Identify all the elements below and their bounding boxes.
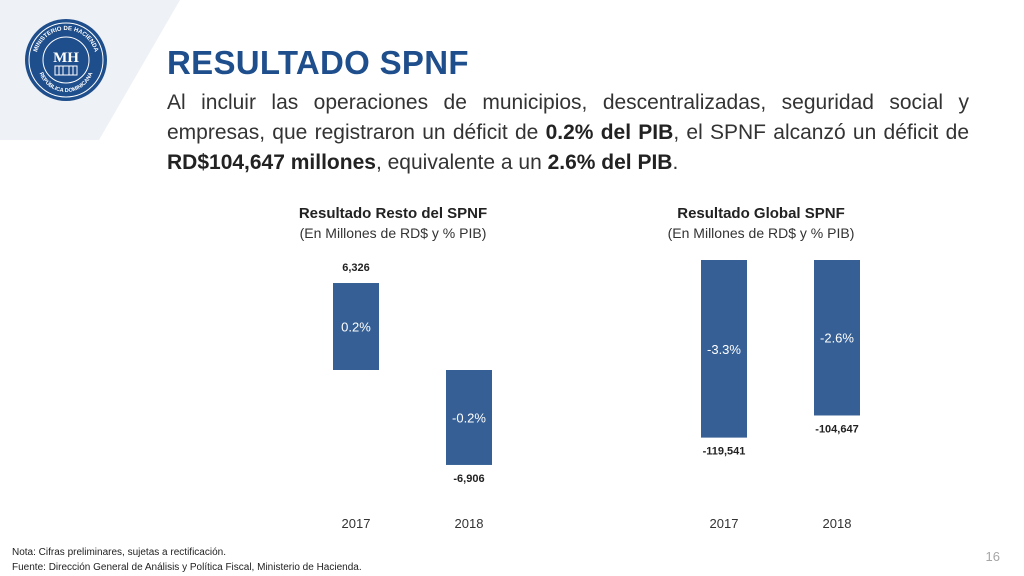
chart-resto-spnf-svg: Resultado Resto del SPNF (En Millones de …: [299, 205, 492, 531]
page-title: RESULTADO SPNF: [167, 44, 469, 81]
footnote-note: Nota: Cifras preliminares, sujetas a rec…: [12, 547, 226, 558]
chart-resto-title: Resultado Resto del SPNF: [299, 205, 487, 222]
bar-label-global-2017: -3.3%: [707, 342, 741, 357]
intro-highlight-deficit-amount: RD$104,647 millones: [167, 151, 376, 174]
logo-monogram: MH: [53, 50, 79, 66]
bar-label-global-2018: -2.6%: [820, 331, 854, 346]
chart-global-subtitle: (En Millones de RD$ y % PIB): [668, 225, 855, 241]
intro-text: , el SPNF alcanzó un déficit de: [673, 121, 969, 144]
intro-text: Al incluir las operaciones de municipios…: [167, 91, 969, 144]
chart-global-spnf-svg: Resultado Global SPNF (En Millones de RD$…: [668, 205, 860, 531]
bar-resto-2017: [333, 283, 379, 370]
ministerio-hacienda-seal-icon: MINISTERIO DE HACIENDA REPÚBLICA DOMINIC…: [25, 19, 107, 101]
footnote-source: Fuente: Dirección General de Análisis y …: [12, 562, 362, 573]
chart-resto-subtitle: (En Millones de RD$ y % PIB): [300, 225, 487, 241]
bar-resto-2018: [446, 370, 492, 465]
tick-label-global-2018: 2018: [823, 516, 852, 531]
bar-label-resto-2018: -0.2%: [452, 410, 486, 425]
intro-text: .: [672, 151, 679, 174]
bar-global-2017: [701, 260, 747, 438]
value-label-global-2017: -119,541: [703, 446, 746, 458]
bar-global-2018: [814, 260, 860, 416]
value-label-resto-2018: -6,906: [453, 473, 484, 485]
value-label-global-2018: -104,647: [815, 423, 858, 435]
tick-label-resto-2018: 2018: [455, 516, 484, 531]
chart-resto-spnf: Resultado Resto del SPNF (En Millones de …: [262, 196, 524, 540]
value-label-resto-2017: 6,326: [342, 262, 370, 274]
intro-paragraph: Al incluir las operaciones de municipios…: [167, 88, 969, 178]
intro-highlight-deficit-pct: 2.6% del PIB: [547, 151, 673, 174]
bar-label-resto-2017: 0.2%: [341, 320, 371, 335]
tick-label-resto-2017: 2017: [342, 516, 371, 531]
intro-highlight-resto-pct: 0.2% del PIB: [545, 121, 674, 144]
chart-global-spnf: Resultado Global SPNF (En Millones de RD$…: [630, 196, 892, 540]
footnote: Nota: Cifras preliminares, sujetas a rec…: [12, 545, 362, 575]
page-number: 16: [985, 549, 1000, 564]
chart-global-title: Resultado Global SPNF: [677, 205, 845, 222]
intro-text: , equivalente a un: [375, 151, 548, 174]
tick-label-global-2017: 2017: [710, 516, 739, 531]
